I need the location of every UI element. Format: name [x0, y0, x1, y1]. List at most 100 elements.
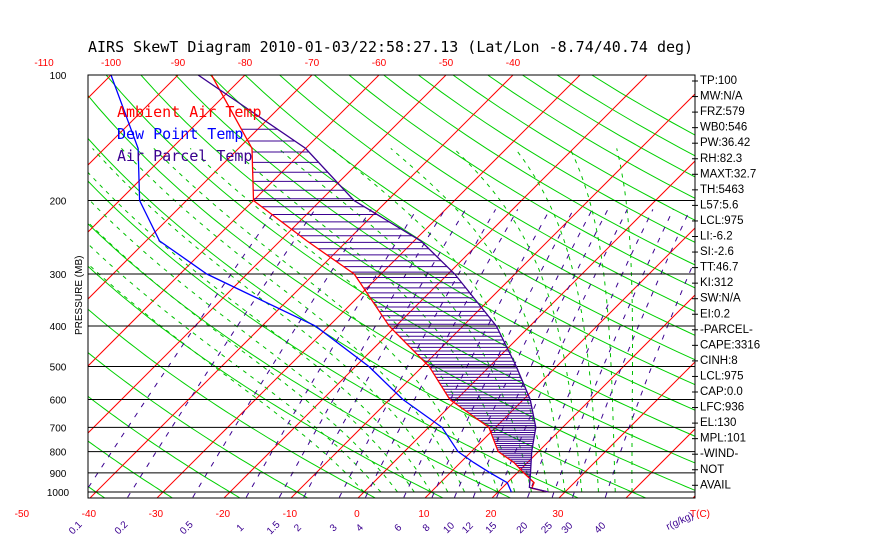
y-axis-label: PRESSURE (MB) [74, 256, 85, 335]
temp-tick-label-bottom: -20 [216, 509, 231, 520]
sounding-index-label: TP:100 [700, 75, 737, 87]
sounding-index-label: CAPE:3316 [700, 339, 760, 351]
isotherm-line [0, 66, 53, 501]
isotherm-line [491, 294, 695, 498]
temp-tick-label-bottom: 10 [418, 509, 430, 520]
temp-tick-label-top: -110 [34, 58, 54, 69]
sounding-index-label: LCL:975 [700, 370, 743, 382]
sounding-index-label: RH:82.3 [700, 153, 742, 165]
pressure-tick-label: 100 [50, 71, 67, 82]
temp-tick-label-bottom: 20 [485, 509, 497, 520]
mixing-ratio-label: 4 [354, 522, 366, 534]
dry-adiabat [244, 75, 695, 361]
isotherm-line [88, 75, 246, 233]
mixing-ratio-label: 15 [484, 520, 500, 536]
mixing-ratio-label: 10 [441, 520, 457, 536]
plot-frame [87, 74, 696, 499]
mixing-ratio-line [572, 209, 691, 498]
mixing-ratio-label: 6 [393, 522, 405, 534]
temp-tick-label-top: -80 [238, 58, 253, 69]
chart-title: AIRS SkewT Diagram 2010-01-03/22:58:27.1… [88, 38, 693, 56]
dry-adiabat [88, 223, 512, 498]
temp-tick-label-top: -60 [372, 58, 387, 69]
sounding-index-label: LCL:975 [700, 215, 743, 227]
dry-adiabat [88, 137, 648, 498]
mixing-ratio-label: 25 [539, 520, 555, 536]
mixing-ratio-line [88, 209, 277, 489]
dry-adiabat [140, 75, 695, 437]
mixing-ratio-line [192, 209, 372, 498]
sounding-index-label: EI:0.2 [700, 308, 730, 320]
mixing-ratio-label: 1 [235, 522, 247, 534]
moist-adiabat [231, 148, 516, 493]
dry-adiabat [88, 180, 580, 498]
dry-adiabat [88, 440, 174, 498]
dry-adiabat [88, 265, 445, 498]
pressure-tick-label: 900 [50, 469, 67, 480]
sounding-index-label: CINH:8 [700, 355, 738, 367]
pressure-tick-label: 600 [50, 395, 67, 406]
legend-entry: Air Parcel Temp [117, 147, 252, 165]
temp-tick-label-top: -100 [101, 58, 121, 69]
sounding-index-label: WB0:546 [700, 122, 747, 134]
temp-tick-label-top: -40 [506, 58, 521, 69]
sounding-index-label: TH:5463 [700, 184, 744, 196]
dry-adiabat [383, 75, 695, 266]
series-line-dew-point-temp [110, 75, 512, 493]
sounding-index-label: LI:-6.2 [700, 231, 733, 243]
temp-tick-label-bottom: -50 [15, 509, 30, 520]
sounding-index-label: PW:36.42 [700, 137, 750, 149]
isotherm-line [290, 93, 695, 498]
sounding-index-label: LFC:936 [700, 402, 744, 414]
isotherm-line [424, 227, 695, 498]
sounding-index-label: CAP:0.0 [700, 386, 743, 398]
dry-adiabat [313, 75, 695, 312]
sounding-index-label: AVAIL [700, 479, 731, 491]
temp-tick-label-bottom: -10 [283, 509, 298, 520]
sounding-index-label: KI:312 [700, 277, 733, 289]
dry-adiabat [175, 75, 695, 411]
sounding-index-label: MW:N/A [700, 91, 743, 103]
moist-adiabat [88, 197, 415, 493]
legend-entry: Dew Point Temp [117, 125, 243, 143]
mixing-ratio-label: 8 [421, 522, 433, 534]
sounding-index-label: L57:5.6 [700, 199, 738, 211]
mixing-ratio-label: 20 [515, 520, 531, 536]
moist-adiabat [88, 263, 365, 493]
pressure-tick-label: 1000 [47, 488, 70, 499]
series-line-air-parcel-temp [197, 75, 549, 493]
sounding-index-label: FRZ:579 [700, 106, 745, 118]
sounding-index-label: -PARCEL- [700, 324, 753, 336]
pressure-tick-label: 500 [50, 362, 67, 373]
moist-adiabat [121, 148, 465, 493]
moist-adiabat [88, 221, 398, 493]
pressure-tick-label: 300 [50, 270, 67, 281]
sounding-index-label: -WIND- [700, 448, 738, 460]
temp-tick-label-bottom: -40 [82, 509, 97, 520]
dry-adiabat [105, 75, 695, 464]
sounding-index-label: SI:-2.6 [700, 246, 734, 258]
isotherm-line [89, 75, 514, 498]
sounding-index-label: NOT [700, 464, 724, 476]
moist-adiabat [278, 148, 532, 493]
mixing-ratio-label: 12 [460, 520, 476, 536]
mixing-ratio-line [551, 209, 674, 498]
dry-adiabat [88, 485, 106, 498]
mixing-ratio-unit: r(g/kg) [665, 511, 696, 533]
mixing-ratio-line [403, 209, 551, 498]
mixing-ratio-line [338, 209, 497, 498]
temp-axis-unit: T(C) [690, 509, 710, 520]
isotherm-line [88, 75, 313, 300]
legend-entry: Ambient Air Temp [117, 103, 262, 121]
temp-tick-label-bottom: 0 [354, 509, 360, 520]
mixing-ratio-line [245, 209, 418, 498]
sounding-index-label: TT:46.7 [700, 262, 738, 274]
mixing-ratio-label: 0.5 [178, 519, 196, 537]
isotherm-line [88, 75, 447, 434]
dry-adiabat [279, 75, 695, 336]
dry-adiabat [88, 395, 242, 498]
isotherm-line [88, 75, 380, 367]
temp-tick-label-top: -90 [171, 58, 186, 69]
isotherm-line [88, 75, 112, 99]
